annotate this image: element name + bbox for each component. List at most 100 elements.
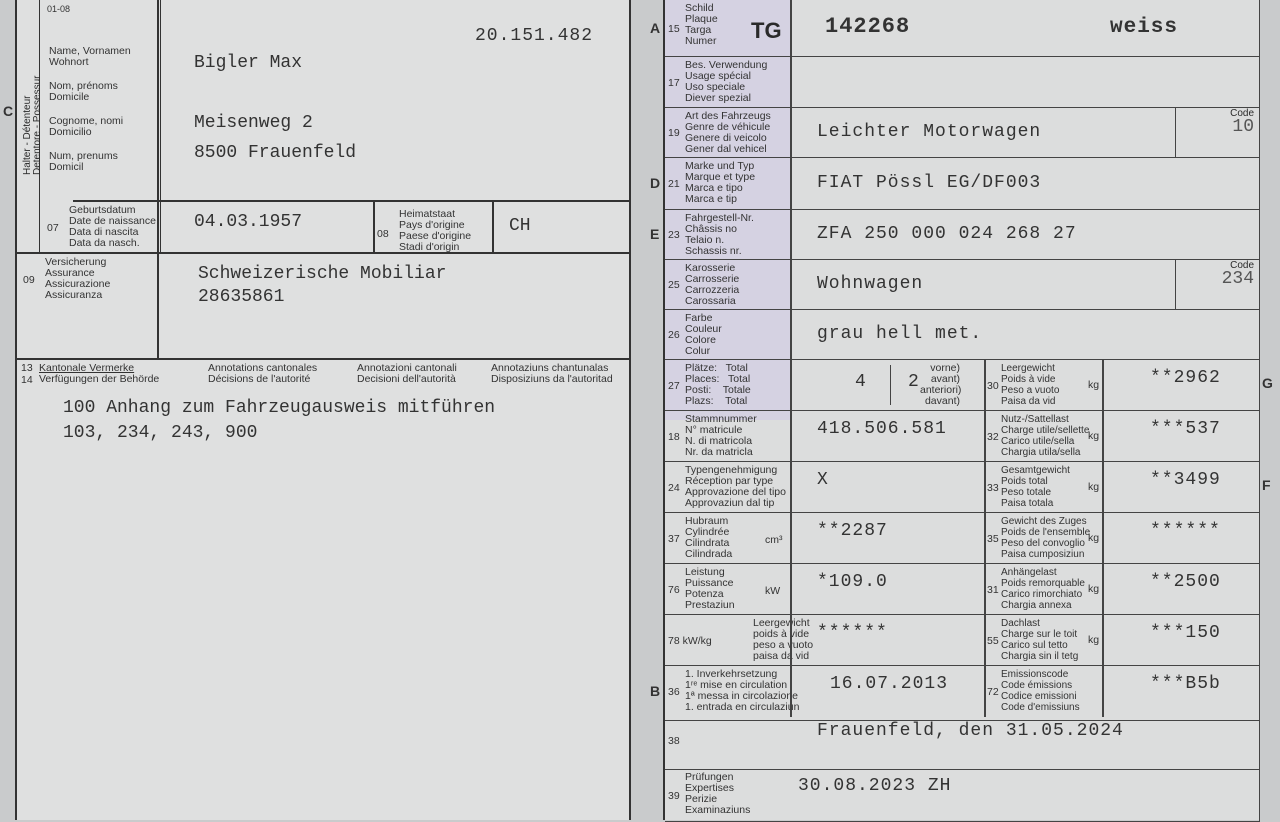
field-number: 30: [987, 379, 999, 392]
field-value: 16.07.2013: [830, 674, 949, 694]
field-unit: cm³: [765, 534, 783, 546]
field-labels: Nutz-/Sattellast Charge utile/sellette Car…: [1001, 414, 1089, 458]
holder-labels: Name, Vornamen Wohnort Nom, prénoms Domicil…: [49, 46, 131, 173]
field-number: 25: [668, 279, 680, 291]
label-line: Geburtsdatum: [69, 204, 136, 216]
field-number: 09: [23, 274, 35, 286]
divider: [790, 564, 792, 615]
label-line: Uso speciale: [685, 81, 746, 93]
field-labels: Bes. Verwendung Usage spécial Uso speciale…: [685, 60, 767, 104]
label-line: Genre de véhicule: [685, 121, 771, 133]
label-line: avant): [930, 373, 960, 385]
label-line: Farbe: [685, 312, 713, 324]
label-line: Colur: [685, 345, 711, 357]
plate-canton: TG: [751, 18, 782, 43]
divider: [1102, 666, 1104, 717]
origin-country: CH: [509, 216, 531, 236]
divider: [790, 210, 792, 260]
label-line: Hubraum: [685, 515, 729, 527]
field-number: 33: [987, 481, 999, 494]
label-line: Disposiziuns da l'autoritad: [491, 373, 613, 385]
label-line: Carico rimorchiato: [1001, 589, 1083, 600]
field-number: 37: [668, 532, 680, 545]
label-line: Domicile: [49, 91, 90, 103]
registration-row: 15 Schild Plaque Targa Numer TG 142268 weiss: [665, 0, 1260, 57]
label-line: Bes. Verwendung: [685, 59, 768, 71]
divider: [1102, 564, 1104, 615]
code-value: 10: [1232, 117, 1254, 137]
holder-street: Meisenweg 2: [194, 113, 313, 133]
registration-row-pair: 27 Plätze: Total Places: Total Posti: Total…: [665, 360, 1260, 411]
divider: [984, 513, 986, 564]
label-line: Usage spécial: [685, 70, 751, 82]
label-line: Marque et type: [685, 171, 756, 183]
label-line: Paisa da vid: [1001, 396, 1056, 407]
label-line: Marca e tip: [685, 193, 737, 205]
label-line: Assicuranza: [45, 289, 103, 301]
label-line: Art des Fahrzeugs: [685, 110, 771, 122]
field-value: grau hell met.: [817, 324, 983, 344]
insurance-labels: Versicherung Assurance Assicurazione Assicu…: [45, 257, 110, 301]
label-line: peso a vuoto: [753, 639, 814, 651]
registration-row-pair: 78 kW/kg Leergewicht poids à vide peso a vu…: [665, 615, 1260, 666]
label-line: 1. Inverkehrsetzung: [685, 668, 778, 680]
field-number: 21: [668, 178, 680, 190]
divider: [790, 0, 792, 57]
label-line: Poids remorquable: [1001, 578, 1085, 589]
label-line: Genere di veicolo: [685, 132, 767, 144]
field-unit: kg: [1088, 532, 1100, 544]
label-line: N° matricule: [685, 424, 743, 436]
label-line: Paisa totala: [1001, 498, 1054, 509]
section-letter: A: [650, 19, 661, 36]
field-unit: kg: [1088, 634, 1100, 646]
registration-row-pair: 76 Leistung Puissance Potenza Prestaziun kW *1…: [665, 564, 1260, 615]
section-letter: D: [650, 175, 661, 191]
label-line: Gewicht des Zuges: [1001, 516, 1087, 527]
label-line: Places: Total: [685, 373, 751, 385]
registration-row: 21 Marke und Typ Marque et type Marca e tip…: [665, 158, 1260, 210]
label-line: Paisa cumposiziun: [1001, 549, 1085, 560]
label-line: Décisions de l'autorité: [208, 373, 311, 385]
field-labels: Schild Plaque Targa Numer: [685, 3, 718, 47]
field-number: 78 kW/kg: [668, 634, 712, 647]
label-line: Pays d'origine: [399, 219, 465, 231]
field-labels: Typengenehmigung Réception par type Approv…: [685, 465, 786, 509]
field-value: ******: [817, 623, 888, 643]
label-line: Nutz-/Sattellast: [1001, 414, 1069, 425]
field-number: 23: [668, 229, 680, 241]
label-line: Diever spezial: [685, 92, 751, 104]
label-line: Stammnummer: [685, 413, 757, 425]
label-line: Perizie: [685, 793, 718, 805]
divider: [790, 260, 792, 310]
right-page: 15 Schild Plaque Targa Numer TG 142268 weiss 17 B…: [663, 0, 1260, 822]
field-number: 15: [668, 22, 680, 35]
holder-name: Bigler Max: [194, 53, 303, 73]
code-value: 234: [1221, 269, 1254, 289]
field-value: 4: [855, 372, 867, 392]
field-value: 418.506.581: [817, 419, 947, 439]
registration-row: 19 Art des Fahrzeugs Genre de véhicule Gene…: [665, 108, 1260, 158]
section-letter-c: C: [3, 103, 14, 119]
annotation-line: 100 Anhang zum Fahrzeugausweis mitführen: [63, 398, 496, 418]
divider: [790, 310, 792, 360]
label-line: Karosserie: [685, 262, 736, 274]
field-labels: Farbe Couleur Colore Colur: [685, 313, 722, 357]
field-labels: Leistung Puissance Potenza Prestaziun: [685, 567, 735, 611]
label-line: Approvaziun dal tip: [685, 497, 775, 509]
label-line: Annotazioni cantonali: [357, 362, 457, 374]
field-labels: Gewicht des Zuges Poids de l'ensemble Peso…: [1001, 516, 1090, 560]
field-number: 55: [987, 634, 999, 647]
insurance-name: Schweizerische Mobiliar: [198, 264, 447, 284]
label-line: Dachlast: [1001, 618, 1040, 629]
field-labels: Leergewicht Poids à vide Peso a vuoto Paisa…: [1001, 363, 1059, 407]
label-line: Marke und Typ: [685, 160, 755, 172]
label-line: 1ª messa in circolazione: [685, 690, 799, 702]
label-line: Codice emissioni: [1001, 691, 1077, 702]
label-line: Peso totale: [1001, 487, 1052, 498]
field-number: 26: [668, 329, 680, 341]
annotation-line: 103, 234, 243, 900: [63, 423, 258, 443]
divider: [1102, 513, 1104, 564]
field-labels: Prüfungen Expertises Perizie Examinaziuns: [685, 772, 750, 816]
label-line: N. di matricola: [685, 435, 753, 447]
field-number: 35: [987, 532, 999, 545]
